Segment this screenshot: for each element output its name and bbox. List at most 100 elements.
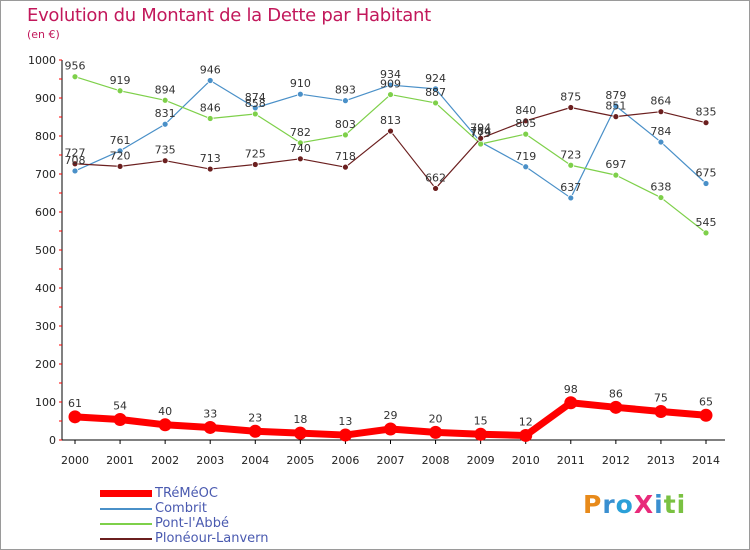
data-point	[609, 400, 623, 414]
data-point	[519, 428, 533, 442]
y-tick-label: 800	[35, 130, 56, 143]
data-point	[477, 134, 485, 142]
data-label: 919	[110, 74, 131, 87]
data-label: 20	[429, 412, 443, 425]
y-tick-label: 100	[35, 396, 56, 409]
chart-subtitle: (en €)	[27, 28, 60, 41]
data-label: 894	[155, 83, 176, 96]
data-label: 784	[650, 125, 671, 138]
data-point	[432, 85, 439, 93]
data-point	[71, 73, 79, 81]
data-label: 924	[425, 72, 446, 85]
x-tick-label: 2009	[467, 454, 495, 467]
data-label: 15	[474, 414, 488, 427]
data-label: 887	[425, 86, 446, 99]
data-label: 831	[155, 107, 176, 120]
data-point	[251, 110, 259, 118]
legend-swatch	[100, 507, 152, 510]
data-point	[116, 162, 124, 170]
data-label: 846	[200, 102, 221, 115]
data-label: 803	[335, 118, 356, 131]
data-point	[654, 405, 668, 418]
data-point	[384, 422, 397, 436]
series-layer	[68, 73, 713, 442]
y-tick-label: 600	[35, 206, 56, 219]
data-point	[612, 171, 620, 179]
data-point	[161, 96, 169, 104]
data-point	[206, 77, 214, 84]
data-point	[429, 425, 443, 439]
data-point	[158, 418, 172, 432]
data-point	[567, 104, 575, 111]
data-point	[387, 91, 394, 98]
data-point	[116, 147, 124, 155]
data-label: 946	[200, 64, 221, 77]
data-point	[206, 115, 214, 122]
data-label: 23	[248, 411, 262, 424]
data-label: 784	[470, 125, 491, 138]
data-point	[71, 160, 79, 168]
data-label: 638	[650, 181, 671, 194]
y-tick-label: 0	[49, 434, 56, 447]
x-tick-label: 2014	[692, 454, 720, 467]
legend-label: TRéMéOC	[155, 486, 218, 501]
chart-title: Evolution du Montant de la Dette par Hab…	[27, 5, 431, 26]
data-point	[699, 408, 713, 422]
data-label: 813	[380, 114, 401, 127]
legend-item: Combrit	[100, 501, 269, 516]
data-label: 75	[654, 392, 668, 405]
y-tick-label: 1000	[28, 54, 56, 67]
data-label: 779	[470, 127, 491, 140]
data-point	[342, 131, 349, 139]
data-label: 909	[380, 78, 401, 91]
data-point	[71, 167, 79, 175]
data-point	[296, 90, 304, 98]
x-tick-label: 2011	[557, 454, 585, 467]
data-label: 956	[65, 60, 86, 73]
y-tick-label: 700	[35, 168, 56, 181]
data-label: 723	[560, 148, 581, 161]
data-point	[338, 428, 352, 442]
data-label: 98	[564, 383, 578, 396]
data-point	[477, 140, 485, 148]
data-point	[296, 155, 304, 163]
data-point	[657, 138, 665, 146]
data-label: 840	[515, 104, 536, 117]
data-label: 761	[110, 134, 131, 147]
data-label: 875	[560, 91, 581, 104]
data-point	[432, 185, 439, 192]
data-point	[387, 81, 394, 89]
data-label: 910	[290, 77, 311, 90]
data-label: 708	[65, 154, 86, 167]
data-point	[567, 194, 575, 202]
data-point	[474, 427, 488, 441]
data-label: 835	[696, 106, 717, 119]
x-tick-label: 2007	[377, 454, 405, 467]
legend: TRéMéOC Combrit Pont-l'Abbé Plonéour-Lanver…	[100, 486, 269, 546]
data-point	[293, 426, 307, 440]
legend-label: Plonéour-Lanvern	[155, 531, 269, 546]
x-tick-label: 2008	[422, 454, 450, 467]
data-label: 893	[335, 84, 356, 97]
legend-label: Combrit	[155, 501, 207, 516]
data-label: 782	[290, 126, 311, 139]
data-label: 13	[338, 415, 352, 428]
data-label: 720	[110, 149, 131, 162]
y-tick-label: 500	[35, 244, 56, 257]
data-label: 637	[560, 181, 581, 194]
legend-swatch	[100, 490, 152, 497]
data-label: 545	[696, 216, 717, 229]
data-point	[113, 412, 127, 426]
data-point	[387, 127, 394, 135]
data-label: 934	[380, 68, 401, 81]
y-tick-label: 900	[35, 92, 56, 105]
data-label: 735	[155, 144, 176, 157]
data-point	[116, 87, 124, 95]
x-tick-label: 2013	[647, 454, 675, 467]
legend-item: Plonéour-Lanvern	[100, 531, 269, 546]
x-tick-label: 2006	[331, 454, 359, 467]
data-point	[251, 161, 259, 168]
data-point	[522, 130, 530, 138]
data-label: 12	[519, 415, 533, 428]
